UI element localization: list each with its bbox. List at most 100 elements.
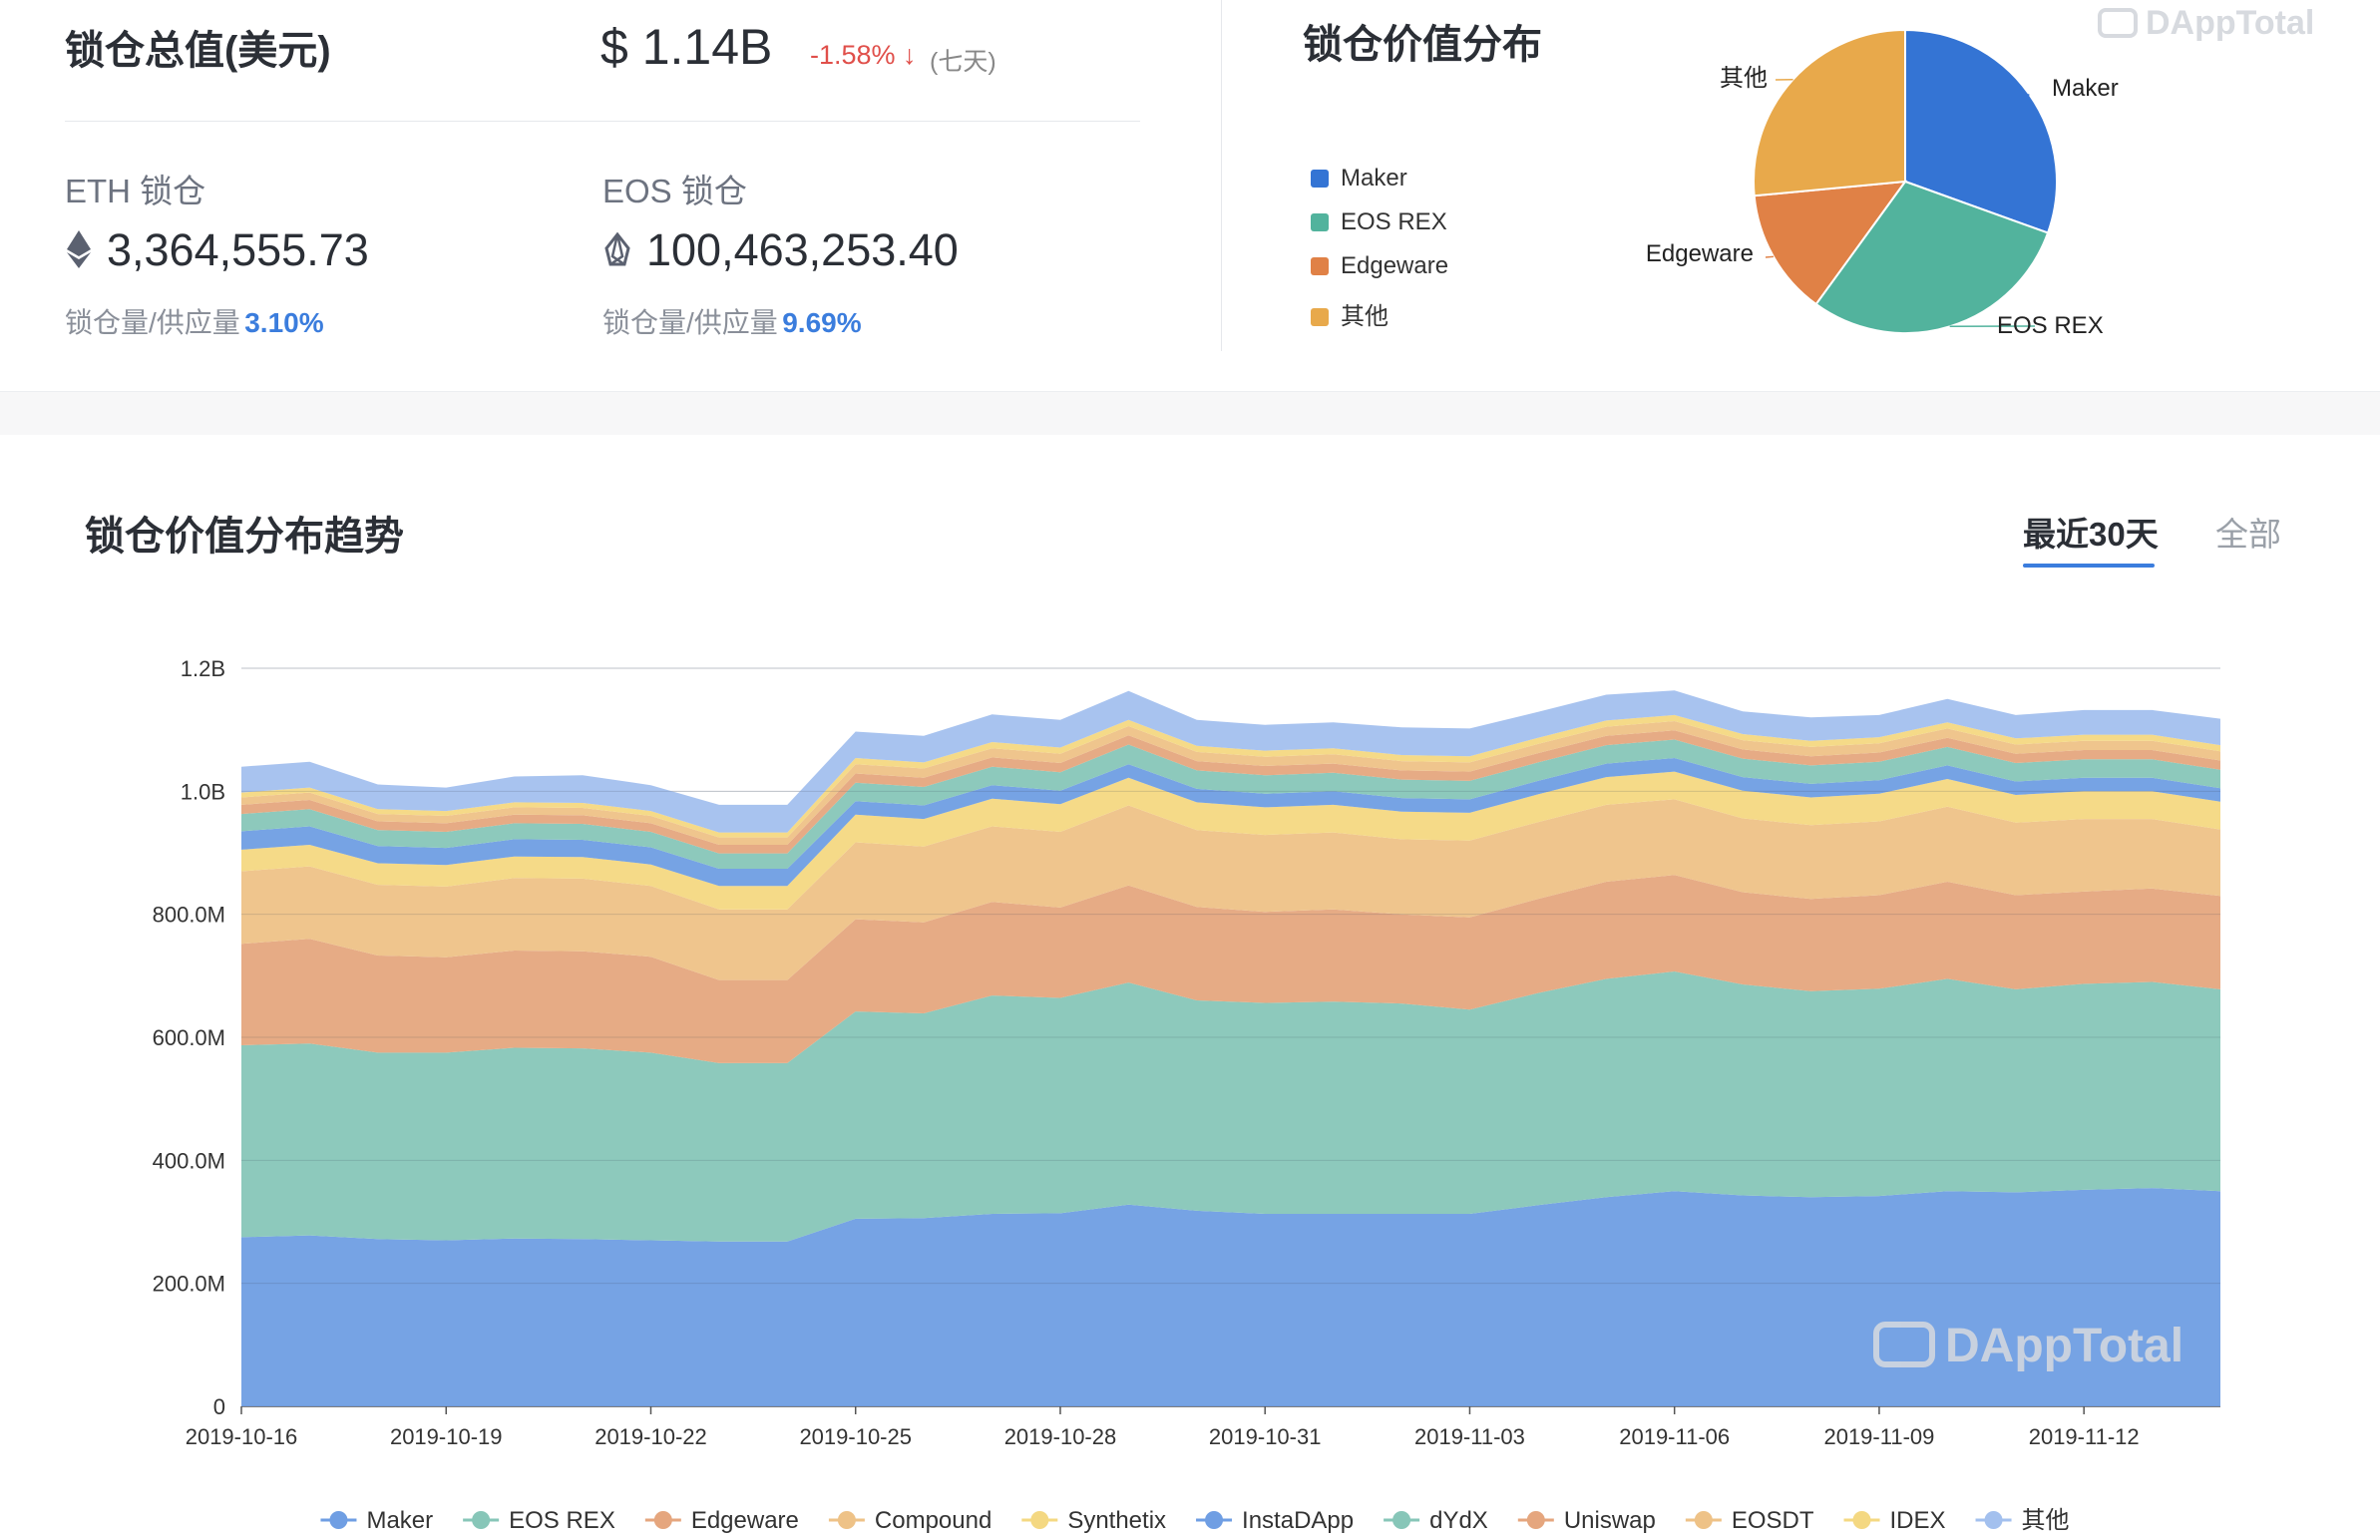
legend-marker <box>1984 1511 2003 1529</box>
legend-marker <box>1694 1511 1713 1529</box>
legend-label: EOSDT <box>1732 1507 1814 1534</box>
legend-marker <box>1030 1511 1049 1529</box>
legend-label: Compound <box>875 1507 992 1534</box>
x-tick-label: 2019-10-31 <box>1209 1424 1322 1449</box>
area-series-edgeware[interactable] <box>241 875 2220 1063</box>
legend-item-eosdt[interactable]: EOSDT <box>1685 1507 1814 1534</box>
legend-item-compound[interactable]: Compound <box>828 1507 992 1534</box>
total-label: 锁仓总值(美元) <box>65 29 331 73</box>
x-tick-label: 2019-11-09 <box>1823 1424 1934 1449</box>
distribution-title: 锁仓价值分布 <box>1303 23 1542 67</box>
legend-label: 其他 <box>1341 303 1388 330</box>
pie-label-eos-rex: EOS REX <box>1997 312 2104 339</box>
eos-ratio-label: 锁仓量/供应量 <box>602 307 778 338</box>
x-tick-label: 2019-10-25 <box>799 1424 912 1449</box>
x-tick-label: 2019-10-16 <box>186 1424 298 1449</box>
legend-item-maker[interactable]: Maker <box>320 1507 433 1534</box>
legend-label: EOS REX <box>509 1507 615 1534</box>
watermark-chart: DAppTotal <box>1873 1319 2183 1373</box>
legend-label: IDEX <box>1890 1507 1946 1534</box>
area-series-maker[interactable] <box>241 1188 2220 1406</box>
eos-icon <box>604 232 630 266</box>
legend-label: 其他 <box>2022 1507 2070 1534</box>
watermark-top: DAppTotal <box>2098 4 2314 43</box>
eth-ratio: 锁仓量/供应量 3.10% <box>65 301 324 341</box>
summary-divider <box>65 121 1140 122</box>
legend-swatch <box>1311 257 1329 275</box>
dapptotal-logo-icon <box>2098 8 2138 38</box>
area-layers <box>241 690 2220 1406</box>
legend-item-eos-rex[interactable]: EOS REX <box>463 1507 615 1534</box>
x-tick-label: 2019-11-06 <box>1619 1424 1730 1449</box>
eth-amount: 3,364,555.73 <box>107 224 369 275</box>
x-tick-label: 2019-11-12 <box>2029 1424 2140 1449</box>
area-series-eos-rex[interactable] <box>241 971 2220 1242</box>
legend-item-instadapp[interactable]: InstaDApp <box>1196 1507 1354 1534</box>
legend-item-idex[interactable]: IDEX <box>1843 1507 1946 1534</box>
change-value: -1.58% ↓ <box>810 40 917 70</box>
summary-card: 锁仓总值(美元) $ 1.14B -1.58% ↓ (七天) ETH 锁仓 3,… <box>0 0 2380 392</box>
legend-label: Uniswap <box>1564 1507 1656 1534</box>
dapptotal-logo-icon <box>1873 1322 1935 1367</box>
legend-item-synthetix[interactable]: Synthetix <box>1021 1507 1166 1534</box>
pie-legend-item-other[interactable]: 其他 <box>1311 296 1388 331</box>
pie-label-edgeware: Edgeware <box>1646 240 1754 267</box>
y-tick-label: 600.0M <box>153 1025 225 1050</box>
legend-marker <box>1852 1511 1871 1529</box>
pie-label-other: 其他 <box>1720 65 1768 92</box>
legend-label: Edgeware <box>1341 252 1449 279</box>
area-series-compound[interactable] <box>241 799 2220 980</box>
pie-label-line-maker <box>2026 93 2030 97</box>
pie-slice-other[interactable] <box>1753 28 1906 197</box>
area-series-synthetix[interactable] <box>241 771 2220 910</box>
change-period: (七天) <box>930 48 996 76</box>
legend-label: InstaDApp <box>1242 1507 1354 1534</box>
y-tick-label: 800.0M <box>153 903 225 928</box>
eth-ratio-value: 3.10% <box>244 307 324 338</box>
legend-swatch <box>1311 308 1329 326</box>
y-tick-label: 400.0M <box>153 1148 225 1173</box>
watermark-chart-text: DAppTotal <box>1945 1320 2184 1372</box>
pie-legend-item-maker[interactable]: Maker <box>1311 165 1407 192</box>
area-series-dydx[interactable] <box>241 739 2220 870</box>
y-tick-label: 1.0B <box>181 779 225 804</box>
legend-marker <box>329 1511 348 1529</box>
x-tick-label: 2019-10-28 <box>1004 1424 1117 1449</box>
area-series-other[interactable] <box>241 690 2220 833</box>
tab-active-indicator <box>2023 564 2155 568</box>
legend-marker <box>1392 1511 1411 1529</box>
tab-all[interactable]: 全部 <box>2215 516 2281 553</box>
legend-item-other[interactable]: 其他 <box>1975 1507 2070 1534</box>
pie-legend-item-edgeware[interactable]: Edgeware <box>1311 252 1448 280</box>
eos-ratio: 锁仓量/供应量 9.69% <box>602 301 862 341</box>
legend-marker <box>837 1511 856 1529</box>
eos-amount: 100,463,253.40 <box>646 224 959 275</box>
legend-item-edgeware[interactable]: Edgeware <box>644 1507 799 1534</box>
watermark-top-text: DAppTotal <box>2146 4 2315 42</box>
x-tick-label: 2019-10-19 <box>390 1424 503 1449</box>
legend-marker <box>653 1511 672 1529</box>
eth-label: ETH 锁仓 <box>65 173 206 209</box>
tab-recent-30-days[interactable]: 最近30天 <box>2023 516 2159 553</box>
y-tick-label: 200.0M <box>153 1272 225 1297</box>
pie-slice-edgeware[interactable] <box>1753 180 1908 306</box>
x-tick-label: 2019-11-03 <box>1414 1424 1525 1449</box>
legend-marker <box>1526 1511 1545 1529</box>
trend-title: 锁仓价值分布趋势 <box>85 515 404 559</box>
legend-item-uniswap[interactable]: Uniswap <box>1517 1507 1656 1534</box>
legend-swatch <box>1311 213 1329 231</box>
eos-label: EOS 锁仓 <box>602 173 747 209</box>
y-tick-label: 0 <box>213 1394 225 1419</box>
y-tick-label: 1.2B <box>181 656 225 681</box>
pie-label-line-edgeware <box>1765 255 1775 258</box>
legend-label: Edgeware <box>691 1507 799 1534</box>
legend-item-dydx[interactable]: dYdX <box>1384 1507 1488 1534</box>
pie-legend-item-eos-rex[interactable]: EOS REX <box>1311 208 1447 236</box>
legend-marker <box>472 1511 491 1529</box>
pie-label-maker: Maker <box>2052 75 2119 102</box>
ethereum-icon <box>67 230 91 268</box>
legend-marker <box>1205 1511 1224 1529</box>
legend-label: Maker <box>366 1507 433 1534</box>
legend-swatch <box>1311 170 1329 188</box>
